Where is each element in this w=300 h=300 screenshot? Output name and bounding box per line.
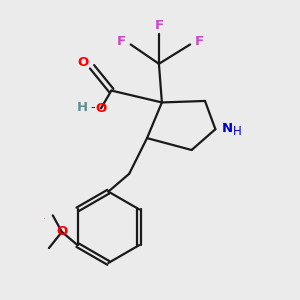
Text: O: O [77, 56, 89, 69]
Text: F: F [194, 35, 204, 48]
Text: F: F [154, 19, 164, 32]
Text: O: O [56, 225, 67, 238]
Text: H: H [77, 101, 88, 114]
Text: -: - [90, 101, 95, 114]
Text: F: F [117, 35, 126, 48]
Text: O: O [44, 218, 45, 219]
Text: H: H [233, 125, 242, 138]
Text: O: O [95, 102, 106, 115]
Text: N: N [222, 122, 233, 135]
